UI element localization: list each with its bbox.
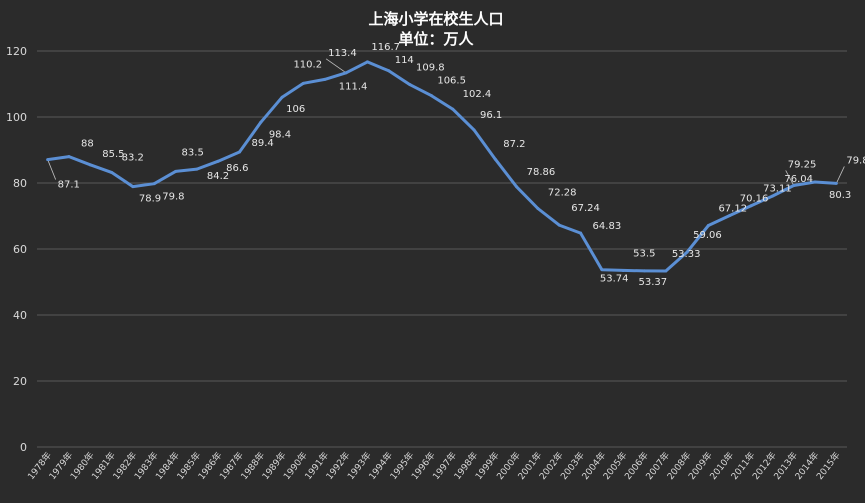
y-tick-label: 100 <box>6 111 27 124</box>
data-point <box>238 150 241 154</box>
data-point <box>792 183 796 187</box>
data-point <box>579 231 583 235</box>
x-axis: 1978年1979年1980年1981年1982年1983年1984年1985年… <box>25 449 843 482</box>
data-label: 76.04 <box>784 174 813 185</box>
data-point <box>621 268 625 272</box>
data-point <box>728 213 732 217</box>
y-axis: 0 20 40 60 80 100 120 <box>6 45 27 454</box>
data-point <box>195 167 199 171</box>
y-tick-label: 20 <box>13 375 27 388</box>
series-line <box>46 60 838 273</box>
data-label: 84.2 <box>207 171 229 182</box>
data-point <box>515 185 519 189</box>
data-point <box>664 269 668 273</box>
y-tick-label: 120 <box>6 45 27 58</box>
leader-line <box>47 159 57 180</box>
data-label: 113.4 <box>328 48 357 59</box>
data-point <box>706 224 710 228</box>
data-label: 114 <box>395 55 414 66</box>
data-point <box>685 250 689 254</box>
data-label: 106.5 <box>437 76 466 87</box>
data-point <box>749 204 753 208</box>
data-label: 79.8 <box>162 192 184 203</box>
data-label: 53.74 <box>600 274 629 285</box>
data-label: 85.5 <box>102 149 124 160</box>
data-labels: 87.1 88 85.583.2 78.9 79.8 83.5 84.286.6 89.498… <box>58 42 865 288</box>
data-label: 73.11 <box>763 184 792 195</box>
series-path <box>47 60 837 273</box>
data-point <box>216 159 220 163</box>
data-label: 78.9 <box>139 194 161 205</box>
data-point <box>323 77 327 81</box>
data-point <box>152 182 156 186</box>
data-label: 96.1 <box>480 110 502 121</box>
data-label: 67.24 <box>571 203 600 214</box>
data-label: 98.4 <box>269 129 291 140</box>
data-point <box>131 185 135 189</box>
data-point <box>110 170 114 174</box>
data-label: 111.4 <box>339 81 368 92</box>
data-label: 53.33 <box>672 249 701 260</box>
data-point <box>493 157 497 161</box>
chart-subtitle: 单位：万人 <box>398 30 474 48</box>
data-point <box>429 94 433 98</box>
data-label: 109.8 <box>416 63 445 74</box>
y-tick-label: 0 <box>20 441 27 454</box>
data-label: 83.2 <box>122 152 144 163</box>
data-point <box>408 83 412 87</box>
data-label: 87.1 <box>58 180 80 191</box>
gridlines <box>37 50 847 448</box>
data-point <box>344 71 348 75</box>
data-label: 110.2 <box>293 59 322 70</box>
data-point <box>67 155 71 159</box>
y-tick-label: 80 <box>13 177 27 190</box>
data-label: 64.83 <box>593 221 622 232</box>
data-point <box>259 120 263 124</box>
data-label: 53.37 <box>639 277 668 288</box>
data-label: 89.4 <box>252 138 274 149</box>
data-label: 83.5 <box>182 147 204 158</box>
data-label: 106 <box>286 104 305 115</box>
data-point <box>536 206 540 210</box>
data-point <box>643 269 646 273</box>
data-label: 116.7 <box>371 42 400 53</box>
data-point <box>88 163 92 167</box>
data-point <box>770 194 774 198</box>
data-label: 72.28 <box>548 187 577 198</box>
leader-line <box>325 58 347 74</box>
data-point <box>174 169 178 173</box>
leader-line <box>785 170 795 186</box>
y-tick-label: 60 <box>13 243 27 256</box>
data-label: 87.2 <box>503 139 525 150</box>
data-label: 79.25 <box>788 159 817 170</box>
leader-line <box>835 166 845 184</box>
data-point <box>46 158 50 162</box>
data-point <box>451 107 455 111</box>
data-label: 78.86 <box>527 167 556 178</box>
data-point <box>557 223 561 227</box>
data-point <box>472 128 476 132</box>
data-label: 80.3 <box>829 190 851 201</box>
data-label: 86.6 <box>226 163 248 174</box>
data-point <box>834 181 838 185</box>
data-label: 88 <box>81 139 94 150</box>
label-leader-lines <box>47 58 845 186</box>
data-label: 102.4 <box>463 89 492 100</box>
chart-title: 上海小学在校生人口 <box>368 10 503 28</box>
data-point <box>301 81 305 85</box>
data-point <box>387 69 391 73</box>
data-point <box>813 180 817 184</box>
data-label: 67.12 <box>718 204 747 215</box>
data-point <box>280 95 284 99</box>
data-label: 59.06 <box>693 230 722 241</box>
data-point <box>365 60 369 64</box>
data-label: 79.87 <box>846 155 865 166</box>
data-label: 70.16 <box>740 193 769 204</box>
data-point <box>600 268 604 272</box>
y-tick-label: 40 <box>13 309 27 322</box>
data-label: 53.5 <box>633 248 655 259</box>
